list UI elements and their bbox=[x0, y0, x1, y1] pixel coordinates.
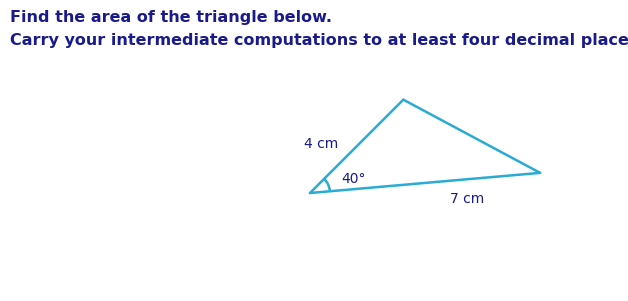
Text: 40°: 40° bbox=[341, 172, 365, 187]
Text: Carry your intermediate computations to at least four decimal places.: Carry your intermediate computations to … bbox=[10, 33, 628, 48]
Text: 7 cm: 7 cm bbox=[450, 192, 484, 206]
Text: 4 cm: 4 cm bbox=[305, 137, 338, 151]
Text: Find the area of the triangle below.: Find the area of the triangle below. bbox=[10, 10, 332, 25]
